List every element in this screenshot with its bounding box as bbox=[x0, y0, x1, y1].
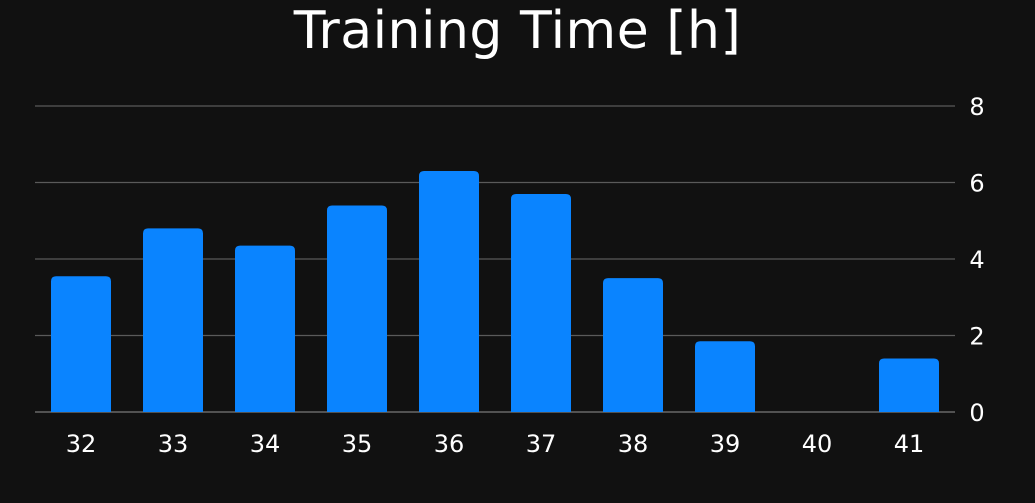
x-tick-label: 32 bbox=[66, 430, 97, 458]
x-tick-label: 37 bbox=[526, 430, 557, 458]
x-tick-label: 39 bbox=[710, 430, 741, 458]
bar-33 bbox=[143, 228, 203, 412]
bar-39 bbox=[695, 341, 755, 412]
y-tick-label: 4 bbox=[969, 246, 984, 274]
x-tick-label: 40 bbox=[802, 430, 833, 458]
x-tick-label: 41 bbox=[894, 430, 925, 458]
bar-37 bbox=[511, 193, 571, 412]
x-tick-label: 34 bbox=[250, 430, 281, 458]
bar-41 bbox=[879, 358, 939, 412]
x-tick-label: 35 bbox=[342, 430, 373, 458]
x-tick-label: 38 bbox=[618, 430, 649, 458]
y-tick-label: 8 bbox=[969, 93, 984, 121]
x-tick-label: 36 bbox=[434, 430, 465, 458]
bar-36 bbox=[419, 171, 479, 412]
bar-38 bbox=[603, 278, 663, 412]
bar-34 bbox=[235, 245, 295, 412]
y-tick-label: 2 bbox=[969, 323, 984, 351]
x-tick-label: 33 bbox=[158, 430, 189, 458]
chart-title: Training Time [h] bbox=[293, 1, 742, 61]
y-tick-label: 0 bbox=[969, 399, 984, 427]
bar-35 bbox=[327, 205, 387, 412]
y-tick-label: 6 bbox=[969, 170, 984, 198]
bar-32 bbox=[51, 276, 111, 412]
